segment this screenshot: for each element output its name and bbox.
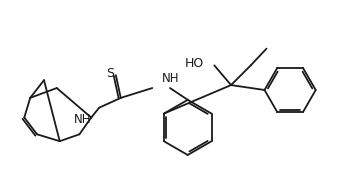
Text: S: S [106,67,114,80]
Text: HO: HO [185,57,204,70]
Text: NH: NH [162,72,180,85]
Text: NH: NH [74,113,91,126]
